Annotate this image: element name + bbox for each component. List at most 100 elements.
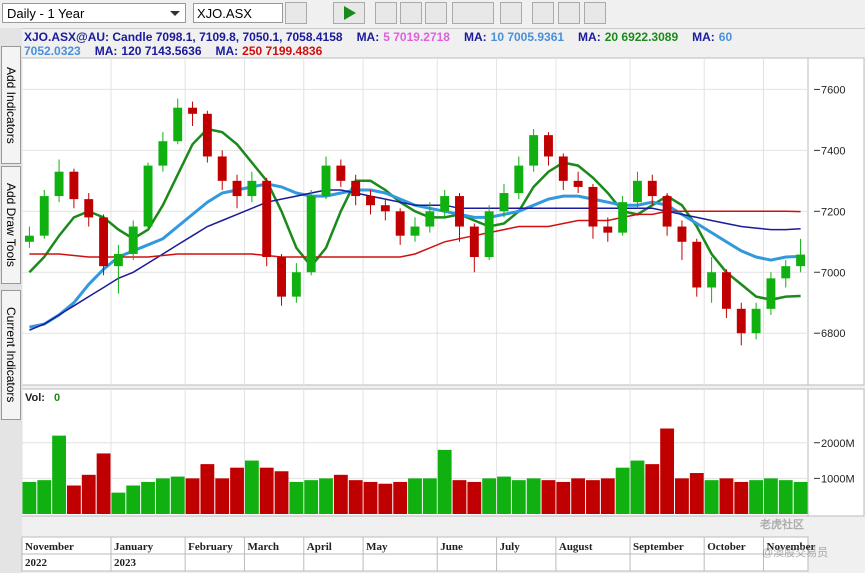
- y-tick-label: 1000M: [821, 473, 855, 485]
- ma-line: [29, 210, 801, 258]
- volume-bar: [378, 483, 393, 514]
- candle-body: [662, 196, 672, 227]
- volume-axis-panel: [807, 388, 865, 517]
- side-tab[interactable]: Add Draw Tools: [1, 166, 21, 284]
- fit-button[interactable]: [584, 2, 606, 24]
- folder-button[interactable]: [452, 2, 494, 24]
- candle-body: [24, 235, 34, 242]
- volume-bar: [319, 478, 333, 514]
- candle-body: [173, 107, 183, 142]
- candle-body: [781, 266, 791, 279]
- candle-body: [202, 113, 212, 157]
- volume-bar: [571, 478, 586, 514]
- candle-body: [588, 186, 598, 227]
- ma-value: 10 7005.9361: [490, 30, 565, 44]
- candle-body: [69, 171, 79, 200]
- zoom-in-button[interactable]: [558, 2, 580, 24]
- x-tick-label: August: [559, 541, 593, 553]
- candle-body: [603, 226, 613, 233]
- volume-bar: [793, 481, 808, 514]
- candle-body: [380, 205, 390, 212]
- volume-bar: [244, 460, 259, 514]
- candle-body: [469, 226, 479, 258]
- period-select[interactable]: Daily - 1 Year: [2, 3, 186, 23]
- price-axis-panel: [807, 57, 865, 386]
- candle-body: [247, 180, 257, 197]
- volume-bar: [96, 453, 111, 514]
- x-tick-label: November: [25, 541, 74, 553]
- candle-body: [54, 171, 64, 197]
- y-tick-label: 2000M: [821, 438, 855, 450]
- volume-bar: [259, 467, 274, 514]
- ma-label: MA:: [356, 30, 380, 44]
- ma-label: MA:: [463, 30, 487, 44]
- zoom-out-button[interactable]: [532, 2, 554, 24]
- candle-body: [484, 211, 494, 258]
- candle-body: [351, 180, 361, 197]
- volume-bar: [660, 428, 675, 514]
- new-button[interactable]: [375, 2, 397, 24]
- side-tab[interactable]: Current Indicators: [1, 290, 21, 420]
- volume-bar: [304, 480, 319, 514]
- candle-body: [158, 141, 168, 166]
- candle-body: [721, 272, 731, 309]
- candle-body: [455, 196, 464, 227]
- candle-body: [99, 217, 109, 267]
- tools-button[interactable]: [500, 2, 522, 24]
- candle-body: [766, 278, 776, 309]
- candle-body: [336, 165, 346, 181]
- volume-bar: [155, 478, 170, 514]
- symbol-input[interactable]: XJO.ASX: [193, 3, 283, 23]
- volume-bar: [185, 478, 200, 514]
- volume-bar: [467, 481, 482, 514]
- volume-bar: [215, 478, 230, 514]
- volume-current: 0: [54, 392, 60, 404]
- x-tick-label: April: [307, 541, 332, 553]
- candle-body: [306, 196, 316, 273]
- volume-bar: [393, 481, 408, 514]
- side-tab[interactable]: Add Indicators: [1, 46, 21, 164]
- y-tick-label: 6800: [821, 328, 845, 340]
- volume-bar: [749, 480, 764, 514]
- volume-bar: [556, 481, 571, 514]
- volume-bar: [52, 435, 66, 514]
- save-button[interactable]: [425, 2, 447, 24]
- candle-body: [232, 180, 242, 197]
- candle-body: [707, 272, 717, 288]
- y-tick-label: 7000: [821, 267, 845, 279]
- candle-body: [113, 253, 123, 267]
- x-tick-label: October: [707, 541, 746, 553]
- candle-body: [796, 254, 806, 267]
- x-tick-label: May: [366, 541, 388, 553]
- volume-bar: [764, 478, 778, 514]
- ma-label: MA:: [94, 44, 118, 58]
- volume-bar: [200, 464, 215, 514]
- volume-bar: [289, 481, 304, 514]
- candle-body: [410, 226, 420, 236]
- play-button[interactable]: [333, 2, 365, 24]
- volume-bar: [630, 460, 645, 514]
- volume-bar: [615, 467, 630, 514]
- candle-body: [84, 199, 94, 218]
- y-tick-label: 7200: [821, 206, 845, 218]
- chart-header: XJO.ASX@AU: Candle 7098.1, 7109.8, 7050.…: [24, 30, 814, 58]
- x-tick-label: March: [247, 541, 279, 553]
- open-button[interactable]: [400, 2, 422, 24]
- ma-label: MA:: [215, 44, 239, 58]
- volume-bar: [170, 476, 185, 514]
- ma-value: 5 7019.2718: [383, 30, 450, 44]
- volume-bar: [274, 471, 289, 514]
- x-tick-label: July: [500, 541, 521, 553]
- year-label: 2022: [25, 557, 48, 569]
- y-tick-label: 7600: [821, 84, 845, 96]
- volume-bar: [778, 480, 793, 514]
- ma-line: [29, 189, 801, 331]
- ma-value: 120 7143.5636: [121, 44, 202, 58]
- candle-info: XJO.ASX@AU: Candle 7098.1, 7109.8, 7050.…: [24, 30, 343, 44]
- volume-bar: [541, 480, 556, 514]
- volume-bar: [734, 481, 749, 514]
- x-tick-label: January: [114, 541, 154, 553]
- search-button[interactable]: [285, 2, 307, 24]
- ma-value: 20 6922.3089: [604, 30, 679, 44]
